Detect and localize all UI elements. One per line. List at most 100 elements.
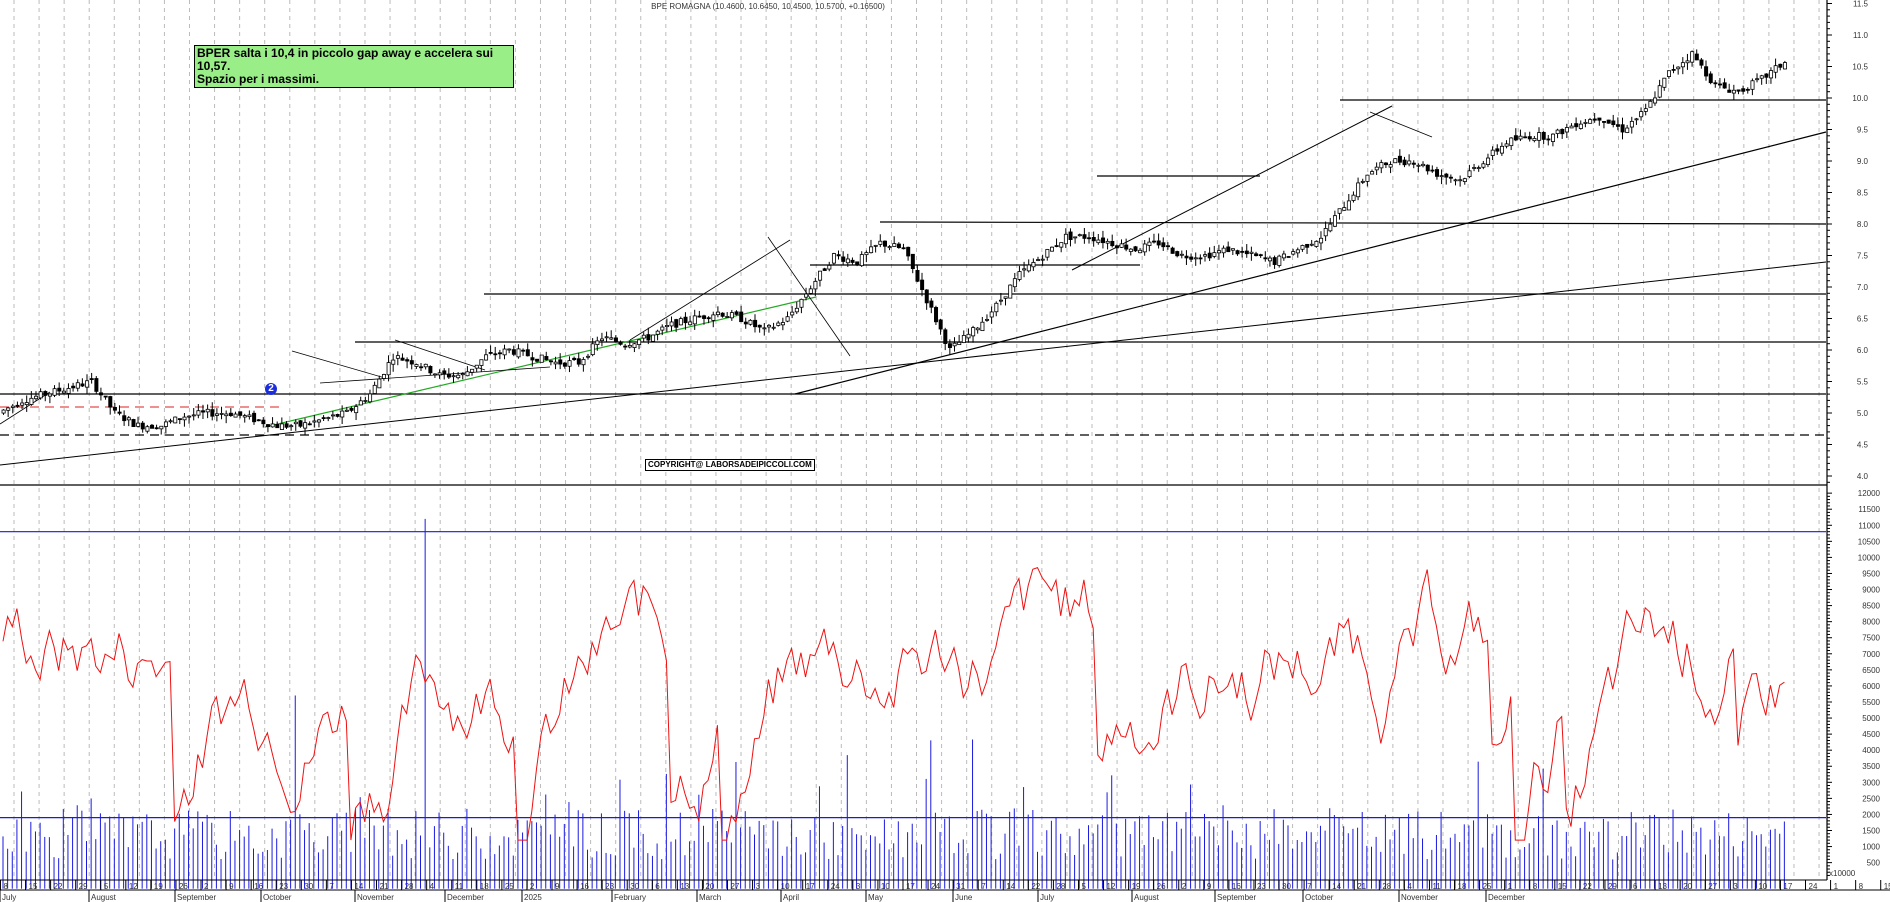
svg-text:June: June — [955, 893, 973, 902]
svg-text:22: 22 — [1031, 882, 1040, 891]
svg-text:2: 2 — [204, 882, 209, 891]
svg-text:10: 10 — [881, 882, 890, 891]
svg-text:7: 7 — [981, 882, 986, 891]
svg-text:September: September — [1217, 893, 1256, 902]
svg-text:December: December — [1488, 893, 1525, 902]
svg-text:6: 6 — [655, 882, 660, 891]
svg-text:10: 10 — [781, 882, 790, 891]
svg-text:8.0: 8.0 — [1857, 220, 1869, 229]
svg-text:30: 30 — [304, 882, 313, 891]
svg-text:19: 19 — [154, 882, 163, 891]
svg-text:9.5: 9.5 — [1857, 126, 1869, 135]
svg-text:9.0: 9.0 — [1857, 157, 1869, 166]
svg-text:14: 14 — [354, 882, 363, 891]
svg-text:27: 27 — [1708, 882, 1717, 891]
svg-text:16: 16 — [580, 882, 589, 891]
svg-text:20: 20 — [705, 882, 714, 891]
svg-text:September: September — [177, 893, 216, 902]
svg-text:x10000: x10000 — [1829, 869, 1856, 878]
svg-text:October: October — [1305, 893, 1334, 902]
svg-text:1: 1 — [1508, 882, 1513, 891]
svg-text:October: October — [263, 893, 292, 902]
svg-text:2: 2 — [530, 882, 535, 891]
svg-text:30: 30 — [1282, 882, 1291, 891]
oscillator-line — [2, 566, 1785, 841]
svg-text:26: 26 — [179, 882, 188, 891]
svg-text:17: 17 — [806, 882, 815, 891]
svg-text:7.0: 7.0 — [1857, 283, 1869, 292]
svg-text:28: 28 — [1056, 882, 1065, 891]
svg-text:22: 22 — [54, 882, 63, 891]
svg-text:29: 29 — [79, 882, 88, 891]
svg-text:13: 13 — [680, 882, 689, 891]
svg-text:7500: 7500 — [1862, 634, 1880, 643]
svg-text:1500: 1500 — [1862, 827, 1880, 836]
svg-text:19: 19 — [1132, 882, 1141, 891]
svg-text:8: 8 — [3, 882, 8, 891]
svg-text:28: 28 — [1382, 882, 1391, 891]
svg-text:28: 28 — [405, 882, 414, 891]
svg-text:11.0: 11.0 — [1853, 31, 1869, 40]
svg-text:5000: 5000 — [1862, 714, 1880, 723]
svg-text:29: 29 — [1608, 882, 1617, 891]
svg-text:23: 23 — [605, 882, 614, 891]
svg-text:5.5: 5.5 — [1857, 378, 1869, 387]
svg-text:11000: 11000 — [1858, 521, 1880, 530]
svg-text:24: 24 — [931, 882, 940, 891]
svg-text:8000: 8000 — [1862, 618, 1880, 627]
svg-text:500: 500 — [1867, 859, 1881, 868]
svg-text:8500: 8500 — [1862, 602, 1880, 611]
svg-text:March: March — [699, 893, 721, 902]
svg-text:8: 8 — [1859, 882, 1864, 891]
svg-text:9: 9 — [1207, 882, 1212, 891]
svg-text:11.5: 11.5 — [1853, 0, 1869, 9]
svg-text:11: 11 — [455, 882, 464, 891]
svg-text:4.0: 4.0 — [1857, 472, 1869, 481]
annotation-box: BPER salta i 10,4 in piccolo gap away e … — [194, 45, 514, 88]
svg-text:15: 15 — [29, 882, 38, 891]
svg-text:10500: 10500 — [1858, 537, 1881, 546]
svg-text:February: February — [614, 893, 646, 902]
svg-text:26: 26 — [1157, 882, 1166, 891]
svg-text:9: 9 — [555, 882, 560, 891]
svg-text:27: 27 — [730, 882, 739, 891]
svg-text:3: 3 — [756, 882, 761, 891]
svg-text:31: 31 — [956, 882, 965, 891]
svg-text:17: 17 — [906, 882, 915, 891]
svg-text:5500: 5500 — [1862, 698, 1880, 707]
svg-text:5.0: 5.0 — [1857, 409, 1869, 418]
svg-text:August: August — [1134, 893, 1160, 902]
svg-text:4.5: 4.5 — [1857, 441, 1869, 450]
svg-text:July: July — [2, 893, 16, 902]
svg-text:24: 24 — [831, 882, 840, 891]
svg-text:May: May — [868, 893, 883, 902]
svg-text:13: 13 — [1658, 882, 1667, 891]
svg-text:4500: 4500 — [1862, 730, 1880, 739]
svg-text:August: August — [91, 893, 117, 902]
svg-text:4: 4 — [1407, 882, 1412, 891]
svg-text:November: November — [1401, 893, 1438, 902]
svg-text:2: 2 — [1182, 882, 1187, 891]
svg-text:2000: 2000 — [1862, 810, 1880, 819]
svg-text:5: 5 — [104, 882, 109, 891]
svg-text:5: 5 — [1081, 882, 1086, 891]
svg-text:3500: 3500 — [1862, 762, 1880, 771]
trend-lines — [0, 99, 1827, 466]
svg-text:12: 12 — [1107, 882, 1116, 891]
grid-lines — [13, 0, 1820, 880]
svg-text:30: 30 — [630, 882, 639, 891]
svg-text:7000: 7000 — [1862, 650, 1880, 659]
svg-text:23: 23 — [279, 882, 288, 891]
svg-text:8.5: 8.5 — [1857, 189, 1869, 198]
svg-text:7: 7 — [329, 882, 334, 891]
chart-title: BPE ROMAGNA (10.4600, 10.6450, 10.4500, … — [651, 2, 885, 11]
svg-text:10.5: 10.5 — [1852, 63, 1868, 72]
svg-text:15: 15 — [1884, 882, 1890, 891]
svg-text:1: 1 — [1834, 882, 1839, 891]
svg-text:1000: 1000 — [1862, 843, 1880, 852]
volume-bars — [0, 518, 1826, 889]
svg-text:24: 24 — [1809, 882, 1818, 891]
svg-text:7: 7 — [1307, 882, 1312, 891]
svg-text:18: 18 — [1458, 882, 1467, 891]
svg-text:14: 14 — [1006, 882, 1015, 891]
